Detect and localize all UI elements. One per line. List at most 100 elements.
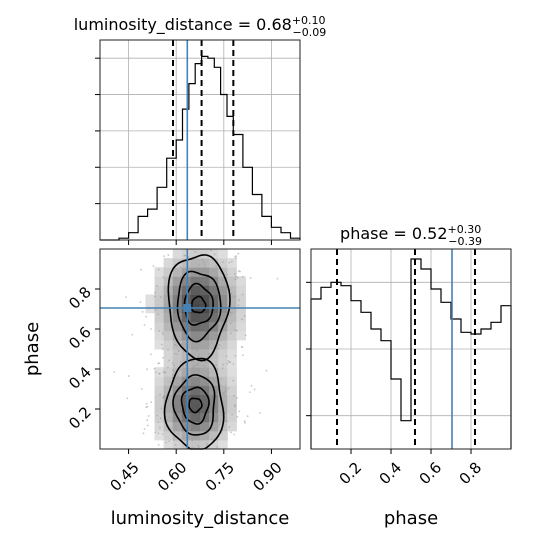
phase-hist-title-lower-error: −0.39	[448, 235, 482, 248]
sample-point	[234, 272, 236, 275]
ld-hist-title-upper-error: +0.10	[292, 14, 326, 27]
density-cell	[190, 312, 201, 323]
sample-point	[156, 414, 159, 417]
sample-point	[162, 396, 165, 399]
sample-point	[171, 373, 174, 376]
density-cell	[236, 285, 246, 295]
sample-point	[180, 343, 183, 345]
sample-point	[241, 293, 244, 296]
ld-hist-title: luminosity_distance = 0.68+0.10 −0.09	[74, 14, 327, 39]
density-cell	[190, 294, 201, 305]
sample-point	[204, 365, 206, 368]
sample-point	[172, 439, 175, 441]
sample-point	[249, 277, 252, 279]
sample-point	[232, 379, 235, 382]
density-cell	[172, 367, 183, 377]
sample-point	[203, 266, 206, 269]
sample-point	[145, 315, 148, 318]
phase-hist-xtick-label-0: 0.2	[336, 459, 366, 489]
axes-frames	[99, 39, 512, 450]
sample-point	[201, 258, 204, 261]
density-cell	[172, 312, 183, 323]
density-cell	[190, 285, 201, 295]
sample-point	[158, 330, 161, 332]
phase-hist-xtick-label-1: 0.4	[376, 459, 406, 489]
sample-point	[183, 436, 185, 439]
sample-point	[146, 424, 149, 427]
sample-point	[162, 356, 165, 359]
sample-point	[195, 349, 198, 352]
density-cell	[218, 430, 228, 441]
sample-point	[236, 415, 239, 418]
density-cell	[227, 258, 237, 268]
density-cell	[209, 367, 219, 377]
density-cell	[200, 249, 210, 259]
density-cell	[154, 367, 165, 377]
sample-point	[177, 432, 180, 435]
sample-point	[221, 367, 224, 370]
density-cell	[154, 430, 165, 441]
sample-point	[143, 324, 146, 326]
contour-line-1	[176, 270, 222, 343]
sample-point	[171, 419, 174, 422]
sample-point	[154, 291, 156, 294]
density-xtick-label-1: 0.60	[154, 459, 190, 495]
density-cell	[200, 403, 210, 414]
density-cell	[218, 394, 228, 405]
density-cell	[209, 294, 219, 305]
density-cell	[227, 312, 237, 323]
density-cell	[154, 321, 165, 332]
density-cell	[190, 321, 201, 332]
sample-point	[237, 252, 240, 255]
sample-point	[259, 412, 261, 414]
density-cell	[200, 312, 210, 323]
sample-point	[191, 446, 194, 449]
sample-point	[162, 371, 165, 374]
ld-hist-step	[100, 55, 301, 241]
sample-point	[225, 420, 228, 422]
density-cell	[227, 412, 237, 423]
sample-point	[184, 343, 186, 346]
sample-point	[197, 435, 200, 438]
contour-line-5	[172, 374, 216, 436]
density-ytick-label-2: 0.6	[65, 323, 95, 353]
density-cell	[227, 267, 237, 277]
sample-point	[248, 391, 251, 394]
density-cell	[163, 385, 174, 395]
sample-point	[141, 310, 144, 313]
density-cell	[190, 421, 201, 432]
density-cell	[209, 330, 219, 341]
sample-point	[225, 355, 228, 358]
sample-point	[191, 439, 194, 442]
density-cell	[163, 312, 174, 323]
sample-point	[131, 333, 134, 336]
sample-point	[221, 392, 224, 395]
density-cell	[227, 403, 237, 414]
sample-point	[145, 406, 148, 409]
sample-point	[190, 345, 193, 348]
sample-point	[179, 266, 182, 269]
density-cell	[200, 276, 210, 286]
sample-point	[188, 437, 191, 440]
sample-point	[169, 381, 171, 383]
sample-point	[216, 367, 219, 370]
sample-point	[246, 415, 249, 418]
sample-point	[204, 360, 207, 363]
density-xtick-label-0: 0.45	[106, 459, 142, 495]
sample-point	[162, 276, 165, 279]
sample-point	[167, 348, 170, 351]
sample-point	[232, 363, 235, 366]
sample-point	[187, 256, 190, 258]
sample-point	[227, 387, 230, 390]
density-cell	[227, 285, 237, 295]
sample-point	[265, 369, 268, 372]
sample-point	[158, 426, 161, 429]
sample-point	[163, 255, 166, 258]
sample-point	[241, 275, 244, 278]
density-cell	[172, 258, 183, 268]
density-cell	[218, 249, 228, 259]
sample-point	[157, 313, 159, 316]
sample-point	[197, 263, 200, 266]
sample-point	[140, 387, 143, 390]
sample-point	[227, 359, 230, 362]
